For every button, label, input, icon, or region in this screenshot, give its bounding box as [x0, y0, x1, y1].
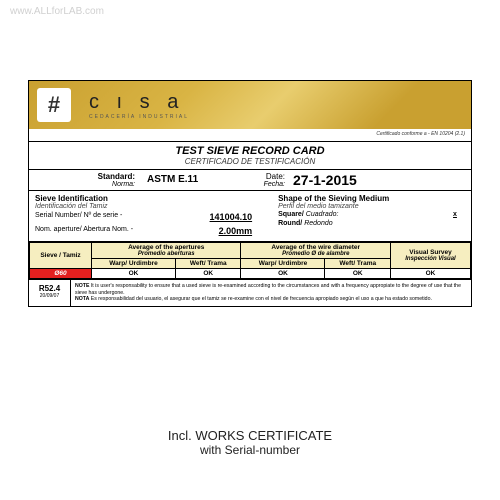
- note-text: NOTE It is user's responsability to ensu…: [71, 280, 471, 306]
- standard-value: ASTM E.11: [139, 170, 227, 190]
- note-en: It is user's responsability to ensure th…: [75, 283, 461, 296]
- aperture-row: Nom. aperture/ Abertura Nom. - 2.00mm: [35, 224, 266, 238]
- date-value: 27-1-2015: [289, 170, 471, 190]
- shape-square-en: Square/: [278, 211, 304, 218]
- date-label-es: Fecha:: [231, 181, 285, 188]
- row-label: Ø60: [30, 269, 92, 279]
- watermark: www.ALLforLAB.com: [10, 6, 104, 17]
- sieve-identification: Sieve Identification Identificación del …: [29, 191, 272, 241]
- standard-label: Standard: Norma:: [29, 170, 139, 190]
- col-vs-es: Inspección Visual: [393, 256, 468, 262]
- meta-row: Standard: Norma: ASTM E.11 Date: Fecha: …: [29, 170, 471, 191]
- note-code: R52.4 20/09/07: [29, 280, 71, 306]
- cell-3: OK: [325, 269, 391, 279]
- serial-value: 141004.10: [210, 212, 267, 222]
- shape-square-es: Cuadrado:: [306, 211, 445, 218]
- serial-label: Serial Number/ Nº de serie -: [35, 212, 210, 222]
- brand-sub: CEDACERÍA INDUSTRIAL: [89, 114, 189, 120]
- table-row: Ø60 OK OK OK OK OK: [30, 269, 471, 279]
- cell-0: OK: [92, 269, 176, 279]
- col-vs-en: Visual Survey: [393, 249, 468, 256]
- cell-4: OK: [391, 269, 471, 279]
- shape-square-row: Square/ Cuadrado: x: [278, 210, 465, 219]
- title-en: TEST SIEVE RECORD CARD: [29, 145, 471, 157]
- shape-round-row: Round/ Redondo: [278, 219, 465, 228]
- wd-warp: Warp/ Urdimbre: [241, 259, 325, 269]
- shape-block: Shape of the Sieving Medium Perfil del m…: [272, 191, 471, 241]
- logo-hash-icon: #: [37, 88, 71, 122]
- ident-head-en: Sieve Identification: [35, 194, 266, 203]
- col-wd-es: Promedio Ø de alambre: [243, 251, 388, 257]
- col-wd-en: Average of the wire diameter: [243, 244, 388, 251]
- brand-name: c ı s a: [89, 91, 189, 114]
- serial-row: Serial Number/ Nº de serie - 141004.10: [35, 210, 266, 224]
- note-en-h: NOTE: [75, 283, 89, 289]
- wd-weft: Weft/ Trama: [325, 259, 391, 269]
- note-code-val: R52.4: [31, 284, 68, 293]
- caption: Incl. WORKS CERTIFICATE with Serial-numb…: [0, 428, 500, 457]
- col-sieve: Sieve / Tamiz: [40, 252, 80, 259]
- caption-line1: Incl. WORKS CERTIFICATE: [0, 428, 500, 443]
- cell-2: OK: [241, 269, 325, 279]
- col-ap-es: Promedio aberturas: [94, 251, 238, 257]
- note-date: 20/09/07: [31, 293, 68, 299]
- shape-square-mark: x: [445, 211, 465, 218]
- aperture-label: Nom. aperture/ Abertura Nom. -: [35, 226, 219, 236]
- shape-head-en: Shape of the Sieving Medium: [278, 194, 465, 203]
- note-es: Es responsabilidad del usuario, el asegu…: [89, 296, 432, 302]
- shape-head-es: Perfil del medio tamizante: [278, 203, 465, 210]
- date-label: Date: Fecha:: [227, 170, 289, 190]
- ap-weft: Weft/ Trama: [175, 259, 241, 269]
- shape-round-mark: [445, 220, 465, 227]
- shape-round-es: Redondo: [304, 220, 445, 227]
- ident-head: Sieve Identification Identificación del …: [35, 194, 266, 210]
- title-es: CERTIFICADO DE TESTIFICACIÓN: [29, 157, 471, 166]
- shape-round-en: Round/: [278, 220, 302, 227]
- col-ap-en: Average of the apertures: [94, 244, 238, 251]
- note-es-h: NOTA: [75, 296, 89, 302]
- aperture-value: 2.00mm: [219, 226, 267, 236]
- ap-warp: Warp/ Urdimbre: [92, 259, 176, 269]
- survey-table: Sieve / Tamiz Average of the aperturesPr…: [29, 242, 471, 279]
- standard-label-en: Standard:: [98, 172, 135, 181]
- shape-head: Shape of the Sieving Medium Perfil del m…: [278, 194, 465, 210]
- ident-head-es: Identificación del Tamiz: [35, 203, 266, 210]
- caption-line2: with Serial-number: [0, 443, 500, 457]
- logo-text: c ı s a CEDACERÍA INDUSTRIAL: [89, 91, 189, 120]
- note-row: R52.4 20/09/07 NOTE It is user's respons…: [29, 279, 471, 306]
- title-block: TEST SIEVE RECORD CARD CERTIFICADO DE TE…: [29, 141, 471, 170]
- record-card: # c ı s a CEDACERÍA INDUSTRIAL Certifica…: [28, 80, 472, 307]
- cert-note: Certificado conforme a - EN 10204 (2.1): [29, 129, 471, 141]
- identification-row: Sieve Identification Identificación del …: [29, 191, 471, 242]
- standard-label-es: Norma:: [33, 181, 135, 188]
- cell-1: OK: [175, 269, 241, 279]
- date-label-en: Date:: [266, 172, 285, 181]
- brand-banner: # c ı s a CEDACERÍA INDUSTRIAL: [29, 81, 471, 129]
